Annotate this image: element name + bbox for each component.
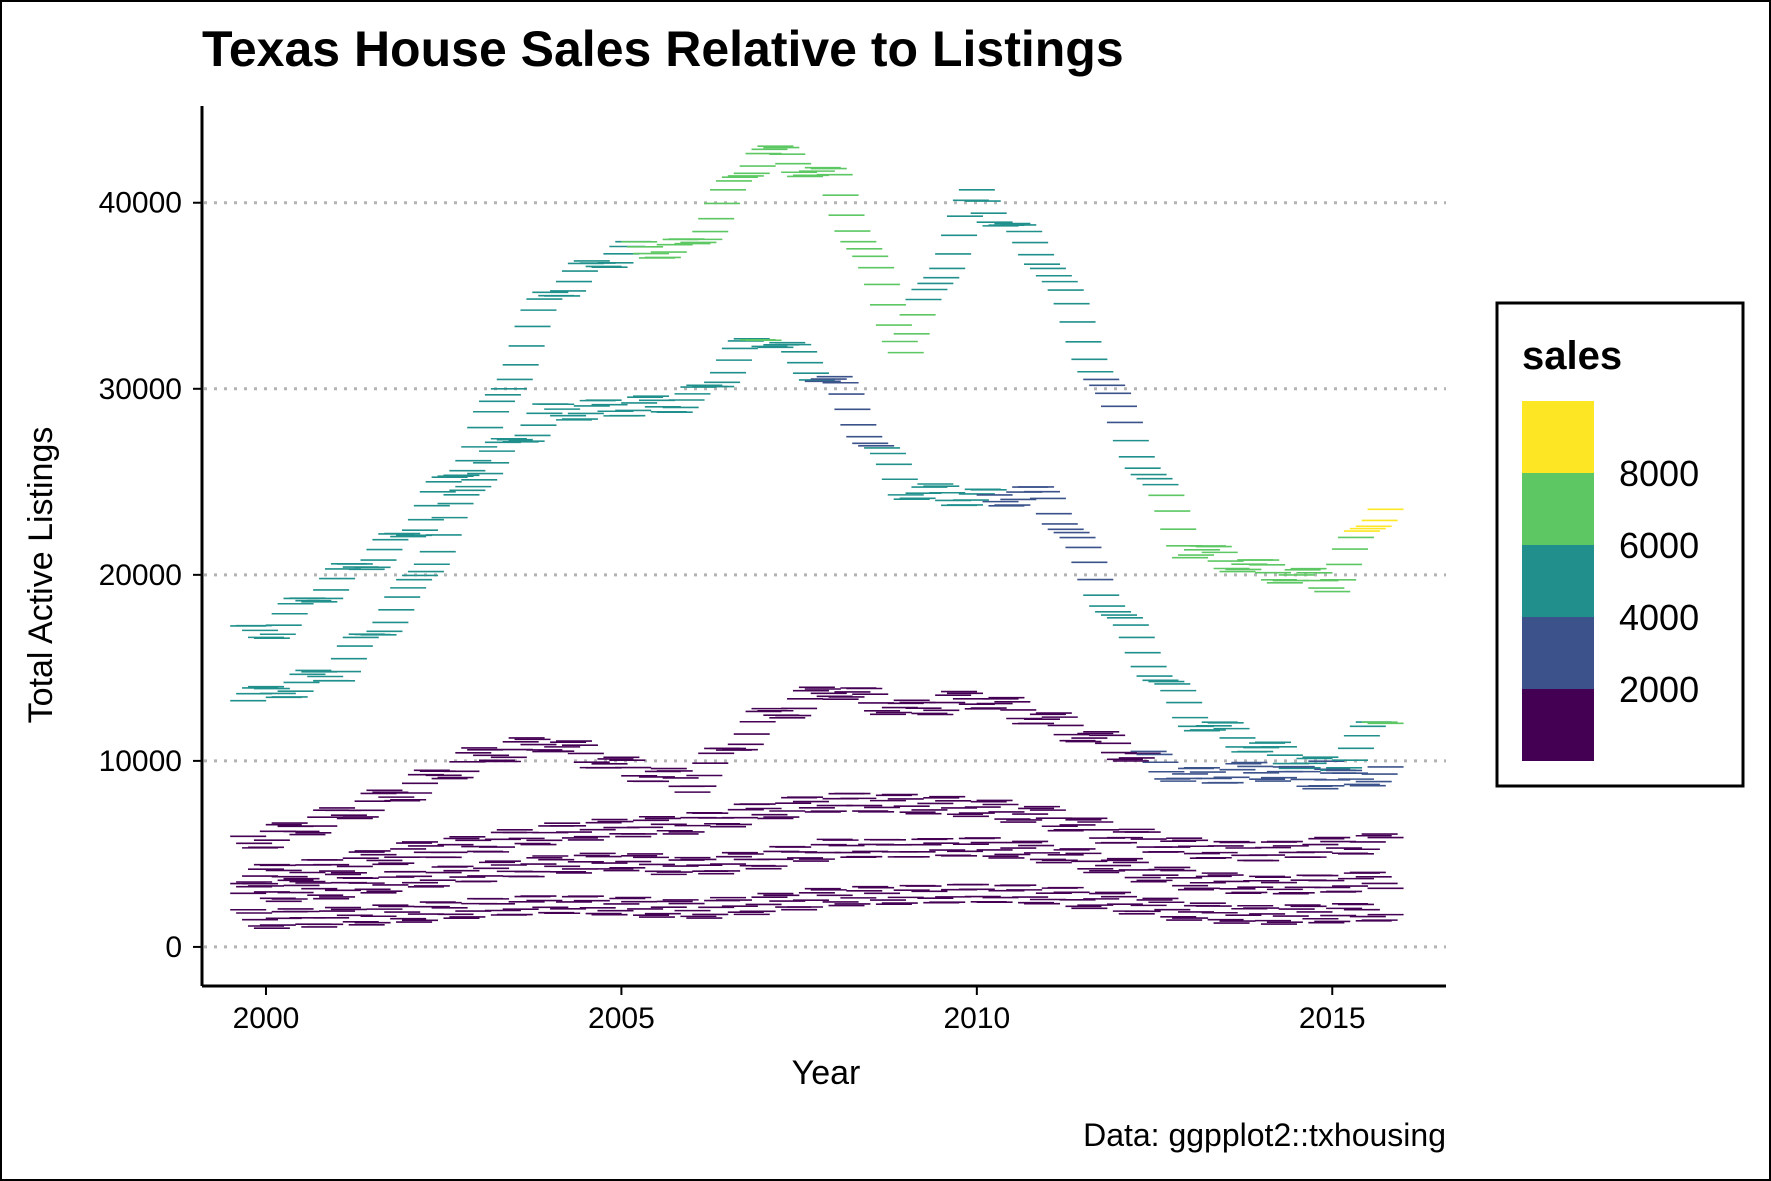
legend-label: 4000 bbox=[1619, 597, 1699, 638]
x-tick-label: 2015 bbox=[1299, 1002, 1366, 1035]
x-tick-label: 2000 bbox=[233, 1002, 300, 1035]
y-tick-label: 20000 bbox=[99, 559, 182, 592]
y-tick-label: 30000 bbox=[99, 373, 182, 406]
series-1 bbox=[230, 338, 1404, 772]
series-6 bbox=[230, 883, 1404, 929]
chart-title: Texas House Sales Relative to Listings bbox=[202, 21, 1124, 77]
gridlines bbox=[204, 201, 1446, 949]
legend-labels: 8000 6000 4000 2000 bbox=[1619, 453, 1699, 710]
y-tick-label: 40000 bbox=[99, 187, 182, 220]
legend-swatch bbox=[1522, 689, 1594, 761]
series-3 bbox=[230, 686, 1404, 849]
legend: sales 8000 6000 4000 2000 bbox=[1495, 301, 1745, 788]
legend-swatch bbox=[1522, 401, 1594, 473]
legend-label: 6000 bbox=[1619, 525, 1699, 566]
legend-swatch bbox=[1522, 617, 1594, 689]
data-marks bbox=[230, 145, 1404, 929]
series-2 bbox=[230, 145, 1404, 639]
axes: 0 10000 20000 30000 40000 2000 2005 2010 2015 bbox=[99, 106, 1446, 1035]
chart-caption: Data: ggpplot2::txhousing bbox=[1083, 1117, 1446, 1153]
legend-swatch bbox=[1522, 473, 1594, 545]
y-tick-label: 10000 bbox=[99, 745, 182, 778]
series-4 bbox=[230, 792, 1404, 885]
series-5 bbox=[230, 837, 1404, 903]
legend-title: sales bbox=[1522, 334, 1622, 378]
x-tick-label: 2010 bbox=[943, 1002, 1010, 1035]
y-axis-label: Total Active Listings bbox=[22, 427, 60, 724]
legend-label: 2000 bbox=[1619, 669, 1699, 710]
legend-colorbar bbox=[1522, 401, 1594, 761]
x-axis-label: Year bbox=[792, 1054, 861, 1092]
legend-label: 8000 bbox=[1619, 453, 1699, 494]
y-tick-label: 0 bbox=[165, 931, 182, 964]
legend-swatch bbox=[1522, 545, 1594, 617]
x-tick-label: 2005 bbox=[588, 1002, 655, 1035]
